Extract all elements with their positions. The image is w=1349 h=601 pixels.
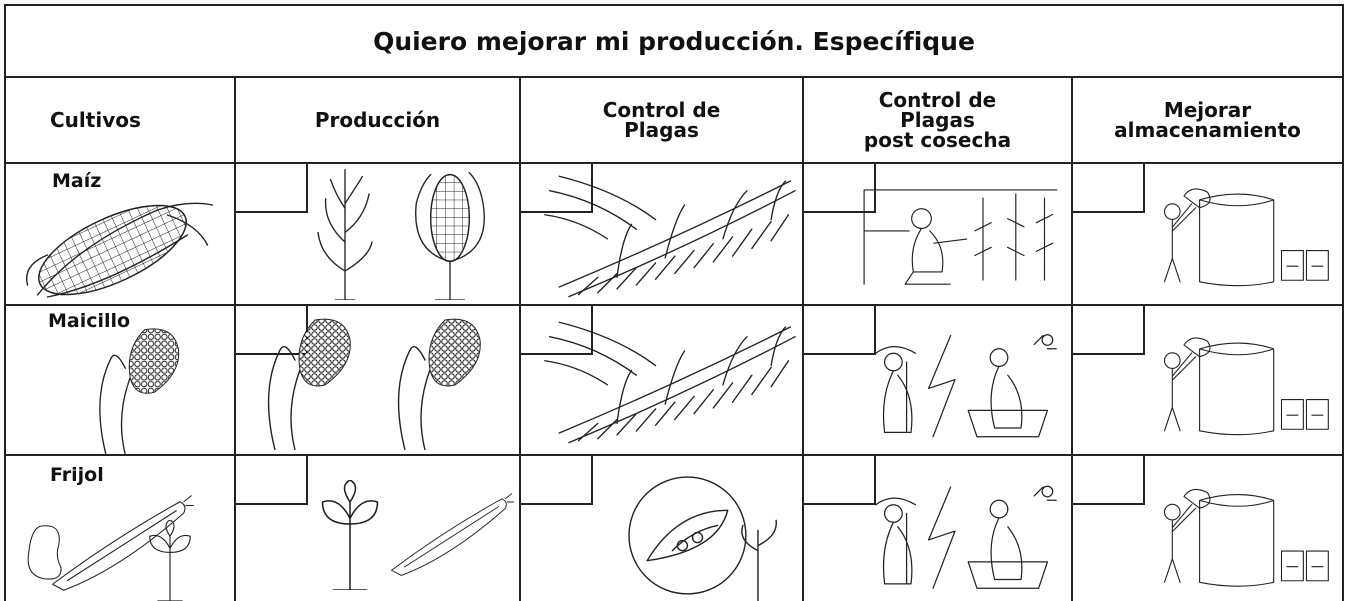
crop-name: Maicillo — [48, 310, 131, 332]
pest-lens — [628, 476, 778, 601]
garden-scene — [863, 189, 1058, 285]
form-title: Quiero mejorar mi producción. Específiqu… — [373, 26, 975, 56]
winnow-scene — [875, 485, 1057, 590]
corn-cob — [414, 171, 486, 300]
storage-tank — [1163, 188, 1330, 287]
sprout-drawing — [149, 520, 191, 601]
table-grid — [4, 4, 1344, 601]
storage-tank — [1163, 337, 1330, 436]
bean-drawing — [27, 525, 62, 580]
storage-tank — [1163, 488, 1330, 587]
column-header: Mejorar almacenamiento — [1114, 98, 1301, 142]
column-header: Cultivos — [50, 108, 141, 132]
sorghum-plant — [397, 318, 482, 450]
crop-name: Frijol — [50, 464, 104, 486]
corn-plant — [317, 169, 373, 300]
column-header: Producción — [314, 108, 441, 132]
checkboxes — [236, 164, 1145, 505]
column-header: Control de Plagas post cosecha — [863, 88, 1012, 152]
sorghum-plant — [267, 318, 351, 450]
crop-name: Maíz — [52, 170, 102, 192]
pod-drawing — [51, 495, 195, 591]
bean-plant — [321, 480, 379, 590]
column-header: Control de Plagas — [602, 98, 721, 142]
illustrations — [25, 169, 1330, 601]
winnow-scene — [875, 334, 1057, 438]
pest-field — [544, 321, 796, 444]
bean-pod — [390, 492, 515, 577]
pest-field — [544, 175, 796, 298]
corn-drawing — [25, 186, 214, 305]
sorghum-drawing — [98, 327, 180, 455]
